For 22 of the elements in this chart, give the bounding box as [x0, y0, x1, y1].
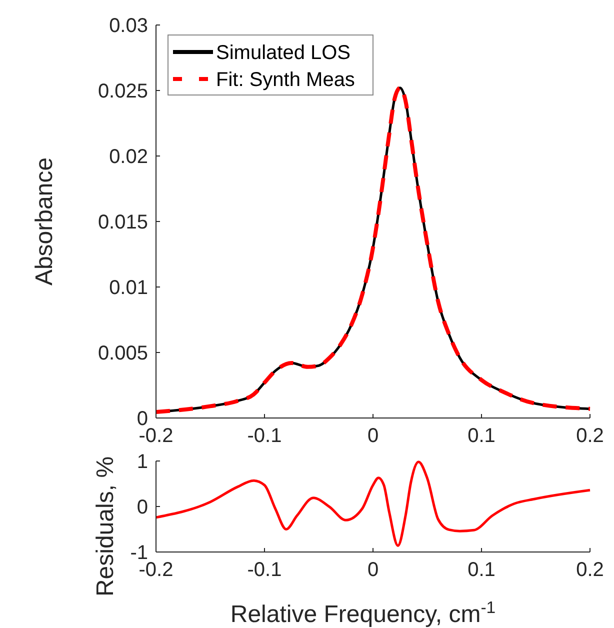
- y-tick-label: 0.02: [109, 146, 148, 168]
- x-tick-label: 0.2: [576, 425, 604, 447]
- x-tick-label: 0.1: [468, 425, 496, 447]
- y-tick-label: 0.005: [98, 342, 148, 364]
- x-tick-label: -0.1: [247, 559, 282, 581]
- x-tick-label: 0.2: [576, 559, 604, 581]
- x-tick-label: 0: [367, 559, 379, 581]
- y-tick-label: 0: [136, 496, 148, 518]
- x-axis-title: Relative Frequency, cm$^{-1}$: [230, 598, 496, 628]
- y-tick-label: 1: [136, 451, 148, 473]
- y-tick-label: 0.01: [109, 277, 148, 299]
- x-tick-label: 0.1: [468, 559, 496, 581]
- x-tick-label: 0: [367, 425, 379, 447]
- y-tick-label: 0.015: [98, 212, 148, 234]
- y-tick-label: 0.025: [98, 80, 148, 102]
- y-tick-label: 0.03: [109, 15, 148, 37]
- line-series: [154, 460, 592, 547]
- y-axis-title: Residuals, %: [92, 456, 119, 597]
- legend-label: Simulated LOS: [216, 42, 351, 64]
- y-axis-title: Absorbance: [31, 157, 58, 286]
- x-tick-label: -0.1: [247, 425, 282, 447]
- legend-label: Fit: Synth Meas: [216, 69, 355, 91]
